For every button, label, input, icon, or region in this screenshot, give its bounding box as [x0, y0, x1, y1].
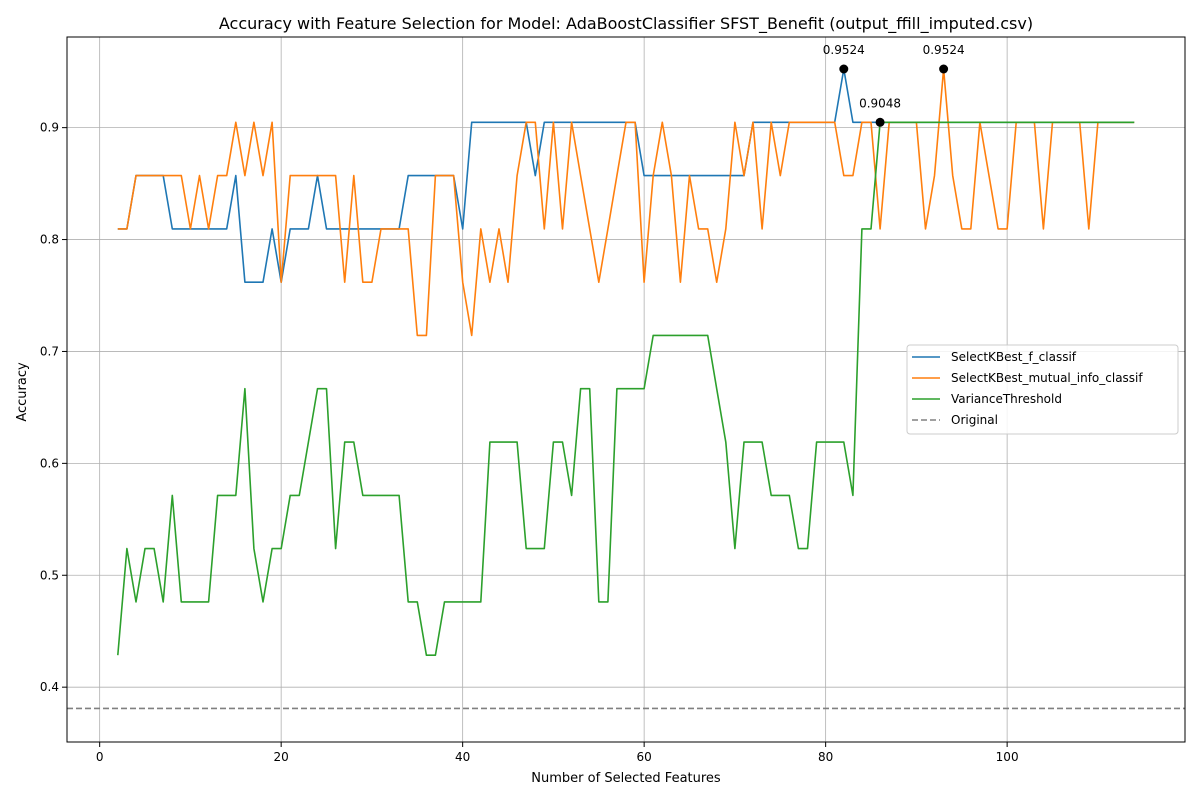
- x-tick-label: 60: [637, 750, 652, 764]
- annotation-label: 0.9524: [823, 43, 865, 57]
- x-tick-label: 80: [818, 750, 833, 764]
- series-line-selectkbest-f-classif: [117, 68, 1135, 284]
- x-axis-label: Number of Selected Features: [531, 771, 721, 786]
- annotation-label: 0.9524: [923, 43, 965, 57]
- annotation-marker: [875, 117, 885, 127]
- y-tick-label: 0.4: [40, 680, 59, 694]
- legend-label: VarianceThreshold: [951, 392, 1062, 406]
- legend-label: SelectKBest_f_classif: [951, 350, 1077, 364]
- annotation-marker: [939, 64, 949, 74]
- chart-title: Accuracy with Feature Selection for Mode…: [219, 14, 1033, 34]
- series-line-variancethreshold: [117, 121, 1135, 657]
- series-line-selectkbest-mutual-info-classif: [117, 68, 1135, 337]
- x-tick-label: 0: [96, 750, 104, 764]
- y-tick-label: 0.7: [40, 344, 59, 358]
- y-axis-label: Accuracy: [15, 362, 30, 422]
- x-tick-label: 100: [996, 750, 1019, 764]
- x-tick-label: 40: [455, 750, 470, 764]
- y-tick-label: 0.6: [40, 456, 59, 470]
- legend-label: Original: [951, 413, 998, 427]
- plot-area: [67, 68, 1185, 710]
- annotation-marker: [839, 64, 849, 74]
- plot-frame: [66, 36, 1186, 743]
- legend: SelectKBest_f_classif SelectKBest_mutual_…: [906, 344, 1179, 435]
- legend-box: [906, 344, 1179, 435]
- x-tick-label: 20: [274, 750, 289, 764]
- y-tick-label: 0.8: [40, 233, 59, 247]
- y-tick-label: 0.5: [40, 568, 59, 582]
- annotation-label: 0.9048: [859, 96, 901, 110]
- y-tick-label: 0.9: [40, 121, 59, 135]
- annotations: 0.9524 0.9048 0.9524: [823, 43, 965, 127]
- legend-label: SelectKBest_mutual_info_classif: [951, 371, 1143, 385]
- axis-ticks: 0 20 40 60 80 100 0.4 0.5 0.6 0.7 0.8 0.9: [40, 121, 1019, 764]
